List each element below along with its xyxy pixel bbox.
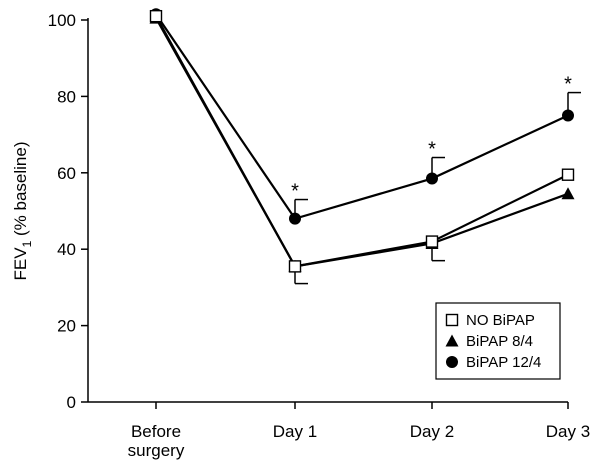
series-line: [155, 13, 569, 220]
legend-marker: [446, 356, 458, 368]
y-tick-label: 20: [57, 317, 76, 336]
data-point: [426, 172, 438, 185]
series-line: [155, 17, 569, 268]
data-point: [425, 235, 439, 248]
error-bars: [294, 91, 581, 285]
x-tick-label: surgery: [128, 441, 185, 460]
y-axis-title-subscript: 1: [20, 240, 34, 247]
legend-label: NO BiPAP: [466, 312, 535, 329]
y-tick-label: 0: [67, 393, 76, 412]
significance-asterisk: *: [428, 139, 436, 161]
y-axis-title-rest: (% baseline): [11, 142, 30, 241]
data-point: [561, 168, 575, 181]
y-axis-title: FEV1 (% baseline): [11, 142, 34, 281]
data-point: [562, 109, 574, 122]
x-tick-label: Day 3: [546, 422, 590, 441]
series-lines: [155, 13, 569, 268]
legend-marker: [445, 334, 459, 347]
y-tick-label: 40: [57, 240, 76, 259]
legend-marker: [445, 313, 459, 327]
x-tick-label: Day 1: [273, 422, 317, 441]
y-axis-title-main: FEV: [11, 247, 30, 281]
legend: NO BiPAP BiPAP 8/4 BiPAP 12/4: [435, 302, 561, 380]
significance-annotations: * * *: [291, 74, 572, 203]
significance-asterisk: *: [564, 74, 572, 96]
series-line: [155, 15, 569, 268]
data-point: [288, 260, 302, 273]
x-tick-label: Day 2: [410, 422, 454, 441]
significance-asterisk: *: [291, 181, 299, 203]
legend-label: BiPAP 12/4: [466, 354, 541, 371]
data-point: [149, 9, 163, 23]
y-tick-label: 100: [48, 11, 76, 30]
y-tick-label: 60: [57, 164, 76, 183]
y-tick-label: 80: [57, 87, 76, 106]
x-tick-label: Before: [131, 422, 181, 441]
data-point: [289, 212, 301, 225]
legend-label: BiPAP 8/4: [466, 333, 533, 350]
series-markers: [149, 8, 575, 273]
data-point: [561, 187, 575, 200]
y-ticks: 0 20 40 60 80 100: [48, 11, 88, 412]
